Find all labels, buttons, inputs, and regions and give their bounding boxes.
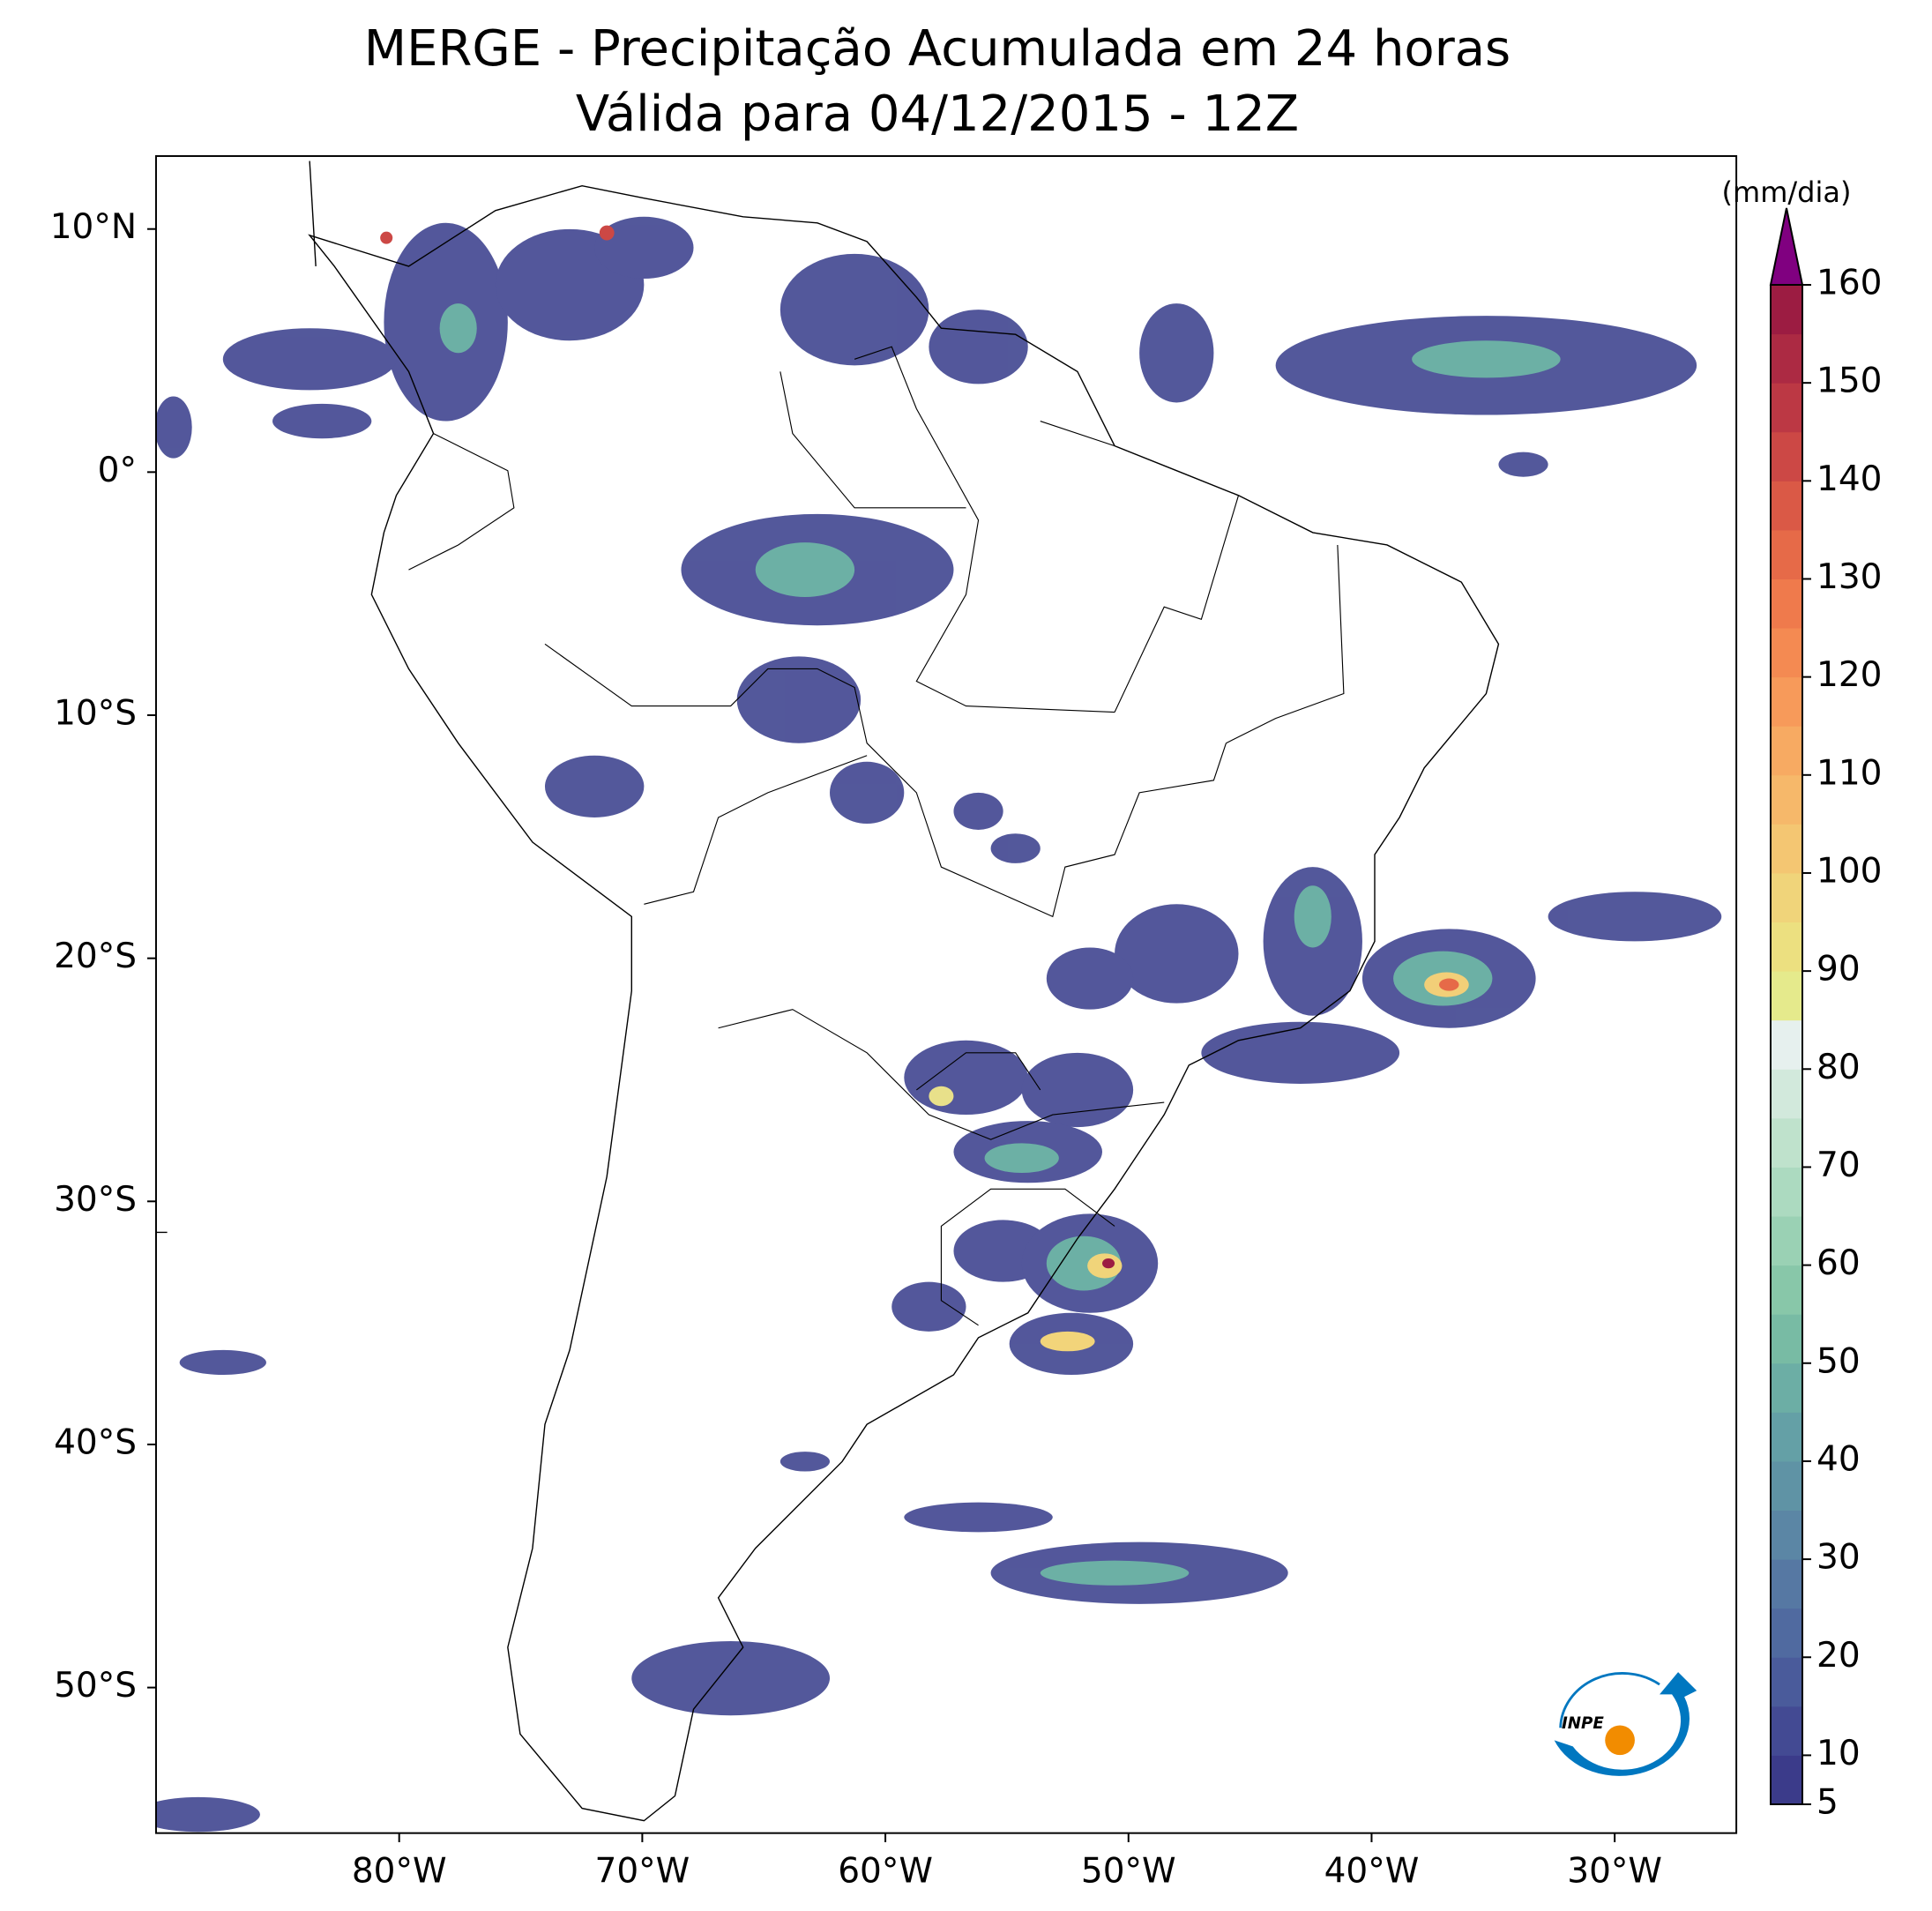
colorbar-band [1771,824,1802,874]
colorbar-band [1771,431,1802,481]
precip-low [155,216,1722,1833]
y-tick-label: 50°S [54,1666,137,1706]
colorbar-band [1771,872,1802,923]
precip-mid [439,303,1561,1586]
x-tick-label: 70°W [595,1852,690,1892]
colorbar-tick-label: 30 [1816,1538,1861,1578]
colorbar-label: (mm/dia) [1722,175,1852,209]
colorbar-band [1771,1608,1802,1658]
y-tick-label: 30°S [54,1180,137,1220]
colorbar-tick-label: 60 [1816,1243,1861,1283]
colorbar-band [1771,1216,1802,1266]
precip-high [380,225,1469,1352]
y-tick-label: 10°N [50,207,137,247]
map: INPE [154,154,1738,1834]
x-tick-label: 50°W [1081,1852,1176,1892]
colorbar-band [1771,676,1802,727]
colorbar-band [1771,333,1802,384]
colorbar-tick-label: 110 [1816,753,1882,793]
colorbar-band [1771,1755,1802,1805]
colorbar-band [1771,774,1802,825]
colorbar-band [1771,481,1802,531]
colorbar-band [1771,579,1802,629]
colorbar-band [1771,1019,1802,1070]
colorbar-band [1771,1510,1802,1560]
colorbar-band [1771,285,1802,335]
y-tick-label: 0° [98,451,137,490]
colorbar-frame [1770,284,1803,1805]
colorbar-band [1771,726,1802,776]
x-tick-label: 40°W [1324,1852,1420,1892]
x-tick-label: 60°W [838,1852,933,1892]
colorbar-band [1771,1706,1802,1756]
logo: INPE [1554,1672,1697,1776]
x-tick-label: 30°W [1567,1852,1662,1892]
colorbar-tick-label: 140 [1816,459,1882,499]
colorbar-tick-label: 10 [1816,1734,1861,1773]
colorbar-band [1771,971,1802,1021]
y-tick-label: 40°S [54,1422,137,1462]
colorbar-tick-label: 160 [1816,264,1882,303]
colorbar-tick-label: 120 [1816,655,1882,695]
colorbar-tick-label: 150 [1816,362,1882,401]
colorbar-band [1771,922,1802,972]
colorbar-band [1771,1117,1802,1168]
logo-text: INPE [1562,1714,1604,1733]
borders [408,346,1345,1326]
colorbar-tick-label: 130 [1816,557,1882,597]
colorbar-band [1771,1362,1802,1413]
subtitle: Válida para 04/12/2015 - 12Z [576,86,1299,143]
colorbar-tick-label: 50 [1816,1341,1861,1381]
y-tick-label: 10°S [54,694,137,734]
colorbar-band [1771,1265,1802,1315]
colorbar-band [1771,383,1802,433]
frame [154,154,1738,1834]
colorbar-band [1771,529,1802,579]
colorbar-tick-label: 20 [1816,1636,1861,1676]
title: MERGE - Precipitação Acumulada em 24 hor… [364,20,1511,78]
colorbar-tick-label: 40 [1816,1439,1861,1479]
colorbar-tick-label: 100 [1816,851,1882,891]
colorbar-tick-label: 70 [1816,1146,1861,1185]
colorbar-band [1771,1412,1802,1462]
coastline [155,160,1500,1822]
colorbar-tick-label: 80 [1816,1048,1861,1087]
colorbar-band [1771,1069,1802,1119]
colorbar-band [1771,1460,1802,1512]
colorbar-band [1771,628,1802,678]
colorbar-band [1771,1167,1802,1217]
colorbar-extend [1769,207,1804,286]
y-tick-label: 20°S [54,937,137,976]
colorbar-band [1771,1314,1802,1364]
colorbar-tick-label: 90 [1816,950,1861,989]
colorbar-band [1771,1559,1802,1609]
colorbar-band [1771,1657,1802,1707]
colorbar-tick-label: 5 [1816,1783,1839,1823]
x-tick-label: 80°W [352,1852,447,1892]
